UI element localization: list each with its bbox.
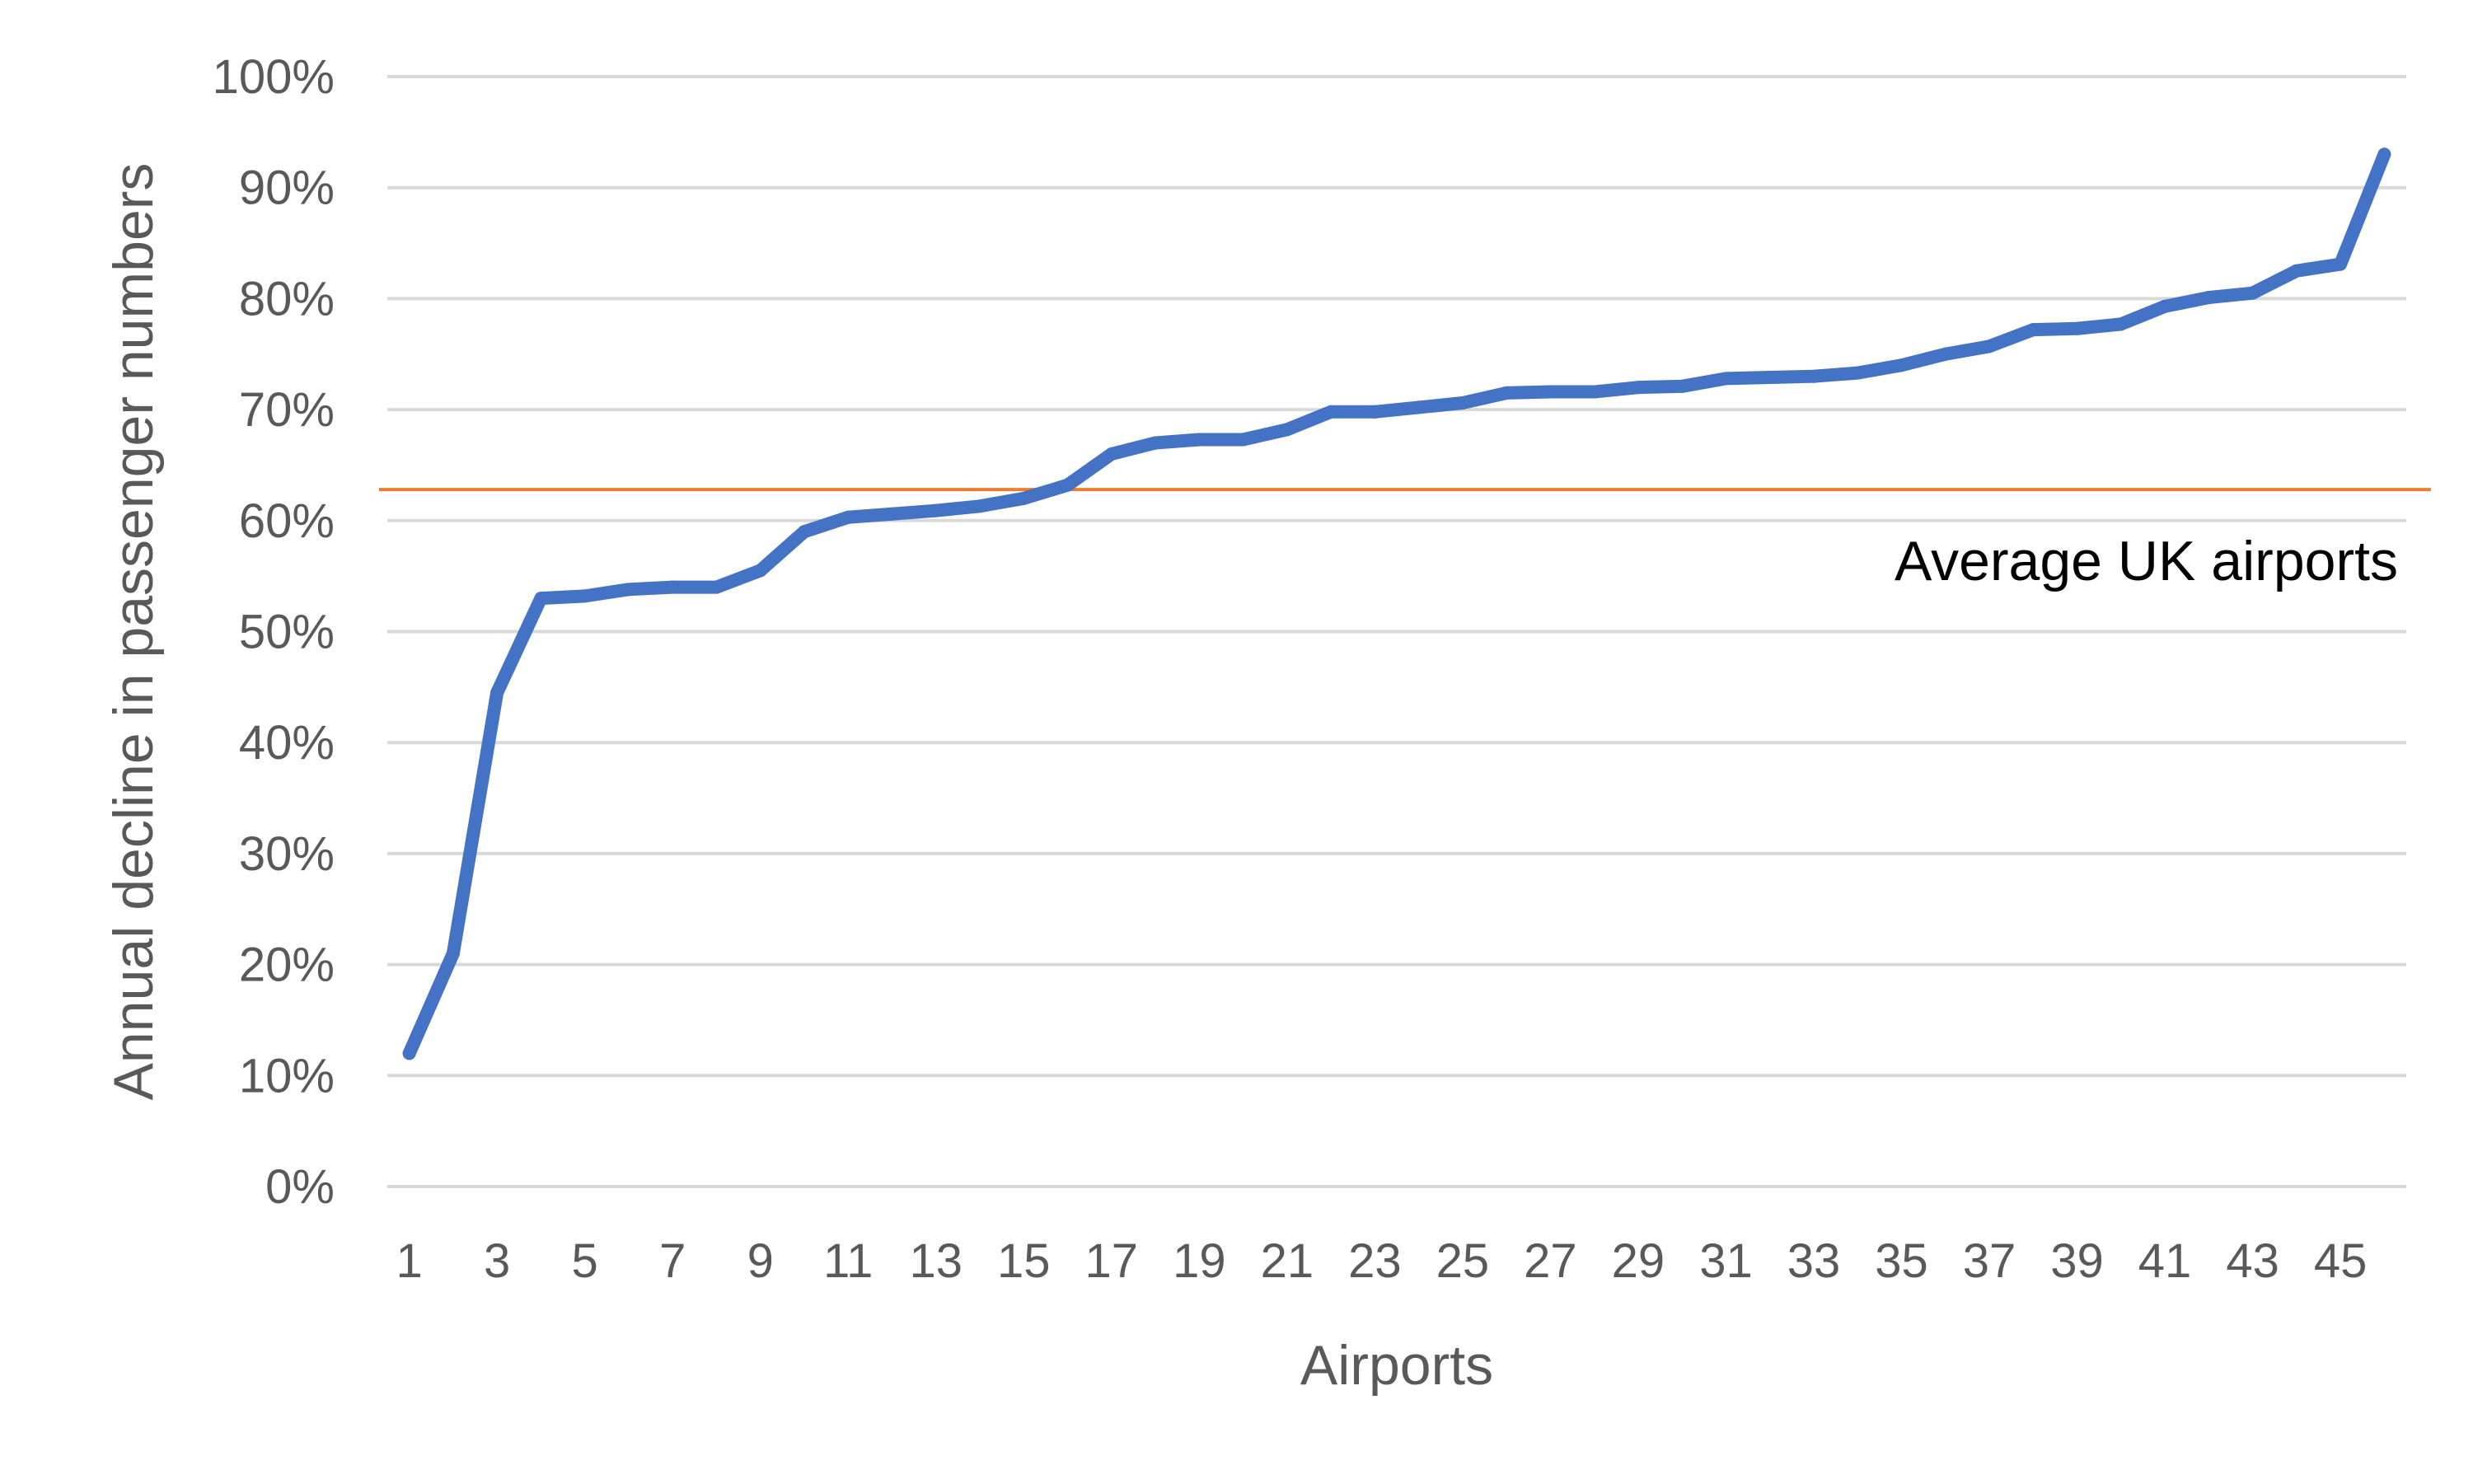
data-point <box>1368 405 1382 419</box>
data-point <box>1763 371 1777 385</box>
data-point <box>1192 433 1206 447</box>
data-point <box>490 686 504 700</box>
data-point <box>1719 372 1733 386</box>
data-point <box>1587 385 1601 399</box>
x-tick-label: 15 <box>997 1234 1051 1288</box>
x-tick-label: 37 <box>1963 1234 2016 1288</box>
average-reference-label: Average UK airports <box>1895 530 2398 592</box>
data-point <box>2377 147 2391 162</box>
y-axis-title: Annual decline in passenger numbers <box>102 163 165 1101</box>
x-tick-label: 9 <box>747 1234 774 1288</box>
y-tick-label: 70% <box>239 383 335 437</box>
data-point <box>1104 447 1118 461</box>
data-point <box>1631 381 1645 395</box>
x-tick-label: 1 <box>396 1234 422 1288</box>
y-tick-label: 0% <box>265 1160 335 1214</box>
data-point <box>1455 396 1469 410</box>
x-tick-label: 17 <box>1085 1234 1139 1288</box>
data-point <box>666 580 680 594</box>
data-point <box>578 589 592 603</box>
data-point <box>534 592 548 606</box>
data-point <box>1061 478 1075 492</box>
data-point <box>841 510 855 524</box>
data-point <box>1983 339 1997 353</box>
y-tick-label: 100% <box>213 50 335 104</box>
gridlines <box>387 75 2406 1188</box>
y-tick-label: 80% <box>239 272 335 325</box>
y-tick-label: 60% <box>239 494 335 548</box>
data-point <box>1324 405 1338 419</box>
x-tick-label: 23 <box>1348 1234 1402 1288</box>
y-tick-label: 90% <box>239 162 335 215</box>
x-tick-label: 19 <box>1173 1234 1226 1288</box>
data-point <box>2114 317 2128 331</box>
x-tick-label: 25 <box>1436 1234 1490 1288</box>
x-tick-label: 3 <box>484 1234 510 1288</box>
x-tick-label: 41 <box>2138 1234 2192 1288</box>
y-tick-label: 50% <box>239 606 335 659</box>
data-point <box>2334 257 2348 271</box>
data-point <box>1017 491 1031 505</box>
data-point <box>402 1046 416 1060</box>
y-tick-label: 40% <box>239 716 335 770</box>
data-point <box>1149 436 1163 450</box>
x-tick-label: 11 <box>823 1234 873 1288</box>
y-tick-label: 20% <box>239 939 335 992</box>
x-tick-label: 35 <box>1875 1234 1928 1288</box>
data-point <box>1938 347 1952 361</box>
data-point <box>797 525 811 539</box>
y-tick-label: 10% <box>239 1049 335 1102</box>
y-tick-label: 30% <box>239 827 335 881</box>
data-point <box>1675 379 1689 393</box>
data-point <box>621 583 635 597</box>
data-point <box>973 499 987 513</box>
y-axis-ticks: 0% 10% 20% 30% 40% 50% 60% 70% 80% 90% 100% <box>213 50 335 1214</box>
data-point <box>2158 299 2172 313</box>
x-tick-label: 31 <box>1699 1234 1753 1288</box>
x-tick-label: 39 <box>2050 1234 2104 1288</box>
x-tick-label: 7 <box>659 1234 686 1288</box>
data-point <box>710 580 724 594</box>
data-point <box>2070 321 2084 335</box>
data-point <box>1280 423 1294 437</box>
data-point <box>929 503 943 517</box>
data-point <box>1236 433 1250 447</box>
x-tick-label: 43 <box>2226 1234 2279 1288</box>
data-point <box>1806 369 1820 383</box>
data-point <box>1895 358 1909 372</box>
data-point <box>2246 286 2260 300</box>
x-tick-label: 29 <box>1612 1234 1665 1288</box>
x-tick-label: 21 <box>1261 1234 1314 1288</box>
x-axis-ticks: 1 3 5 7 9 11 13 15 17 19 21 23 25 27 29 31 33 35 37 39 41 43 4… <box>396 1234 2367 1288</box>
data-point <box>2026 323 2040 337</box>
data-point <box>1412 400 1426 414</box>
x-tick-label: 13 <box>910 1234 963 1288</box>
data-point <box>753 564 767 578</box>
data-point <box>1543 385 1557 399</box>
x-tick-label: 27 <box>1524 1234 1577 1288</box>
data-point <box>446 947 460 961</box>
data-point <box>1851 366 1865 380</box>
x-tick-label: 33 <box>1787 1234 1841 1288</box>
x-tick-label: 5 <box>572 1234 598 1288</box>
data-point <box>885 507 899 521</box>
reference-line-group: Average UK airports <box>379 488 2431 592</box>
series-group <box>402 147 2391 1060</box>
x-axis-title: Airports <box>1300 1334 1493 1397</box>
x-tick-label: 45 <box>2314 1234 2368 1288</box>
series-line <box>402 147 2391 1060</box>
data-point <box>2202 291 2216 305</box>
data-point <box>2289 264 2303 278</box>
data-point <box>1500 386 1514 400</box>
